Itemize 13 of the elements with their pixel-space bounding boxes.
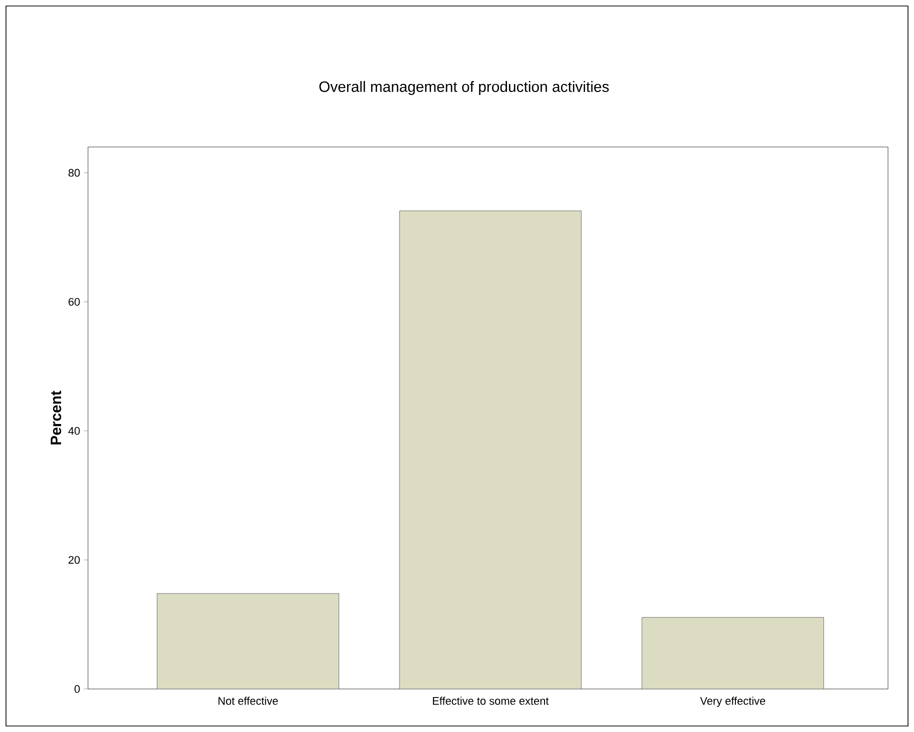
y-tick-label: 0 [74,685,80,693]
x-tick-label: Very effective [700,696,766,707]
chart-title: Overall management of production activities [319,81,609,95]
bar [642,617,824,689]
bar [400,210,582,689]
y-tick-label: 40 [68,427,80,435]
x-tick-label: Effective to some extent [432,696,549,705]
bar [156,593,340,689]
y-tick-label: 20 [68,556,80,564]
y-tick-label: 80 [68,168,80,177]
y-tick-label: 60 [68,298,80,306]
y-axis-title: Percent [50,390,62,444]
x-tick-label: Not effective [218,696,278,705]
